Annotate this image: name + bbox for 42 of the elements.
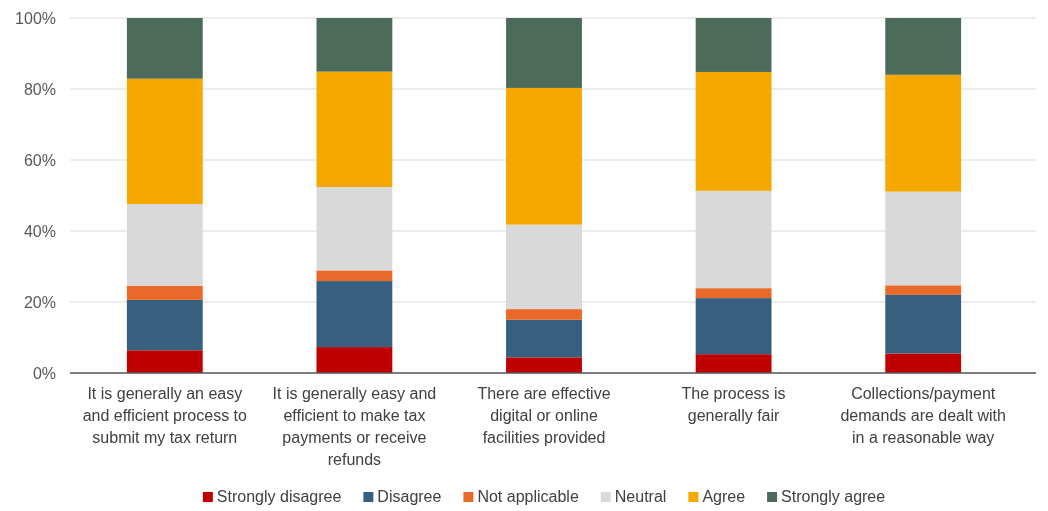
bar: [316, 347, 393, 373]
legend-label: Not applicable: [477, 488, 579, 505]
x-tick-label: It is generally an easy and efficient process to submit my tax return: [82, 385, 248, 446]
x-tick-label: It is generally easy and efficient to make tax payments or receive refunds: [272, 385, 437, 468]
y-tick-label: 100%: [15, 9, 56, 27]
bar: [506, 18, 582, 88]
legend-label: Disagree: [377, 488, 442, 505]
y-tick-label: 60%: [23, 151, 56, 169]
bar: [885, 353, 962, 373]
y-tick-label: 80%: [23, 80, 56, 98]
bar: [506, 87, 582, 225]
bar: [695, 71, 772, 191]
x-tick-label: The process is generally fair: [681, 385, 786, 424]
bar: [506, 319, 582, 358]
legend-label: Strongly agree: [781, 488, 886, 505]
legend-label: Strongly disagree: [216, 488, 342, 505]
y-tick-label: 20%: [23, 293, 56, 311]
legend-label: Neutral: [614, 488, 667, 505]
bar: [316, 18, 393, 72]
bar: [126, 285, 203, 300]
bar: [885, 285, 962, 295]
bar: [885, 294, 962, 354]
y-tick-label: 40%: [23, 222, 56, 240]
bar: [126, 299, 203, 351]
legend-label: Agree: [702, 488, 746, 505]
bar: [126, 350, 203, 373]
bar: [126, 78, 203, 205]
bar: [506, 309, 582, 320]
bar: [695, 288, 772, 299]
x-tick-label: There are effective digital or online facilities provided: [477, 385, 611, 446]
bar: [695, 354, 772, 373]
bar: [506, 357, 582, 373]
bar: [695, 18, 772, 72]
bar: [316, 270, 393, 282]
bar: [316, 281, 393, 348]
bar: [316, 71, 393, 187]
y-tick-label: 0%: [32, 364, 56, 382]
x-tick-label: Collections/payment demands are dealt with in a reasonable way: [840, 385, 1006, 446]
bar: [885, 74, 962, 192]
bar: [695, 298, 772, 355]
bar: [126, 18, 203, 79]
bar: [885, 18, 962, 75]
